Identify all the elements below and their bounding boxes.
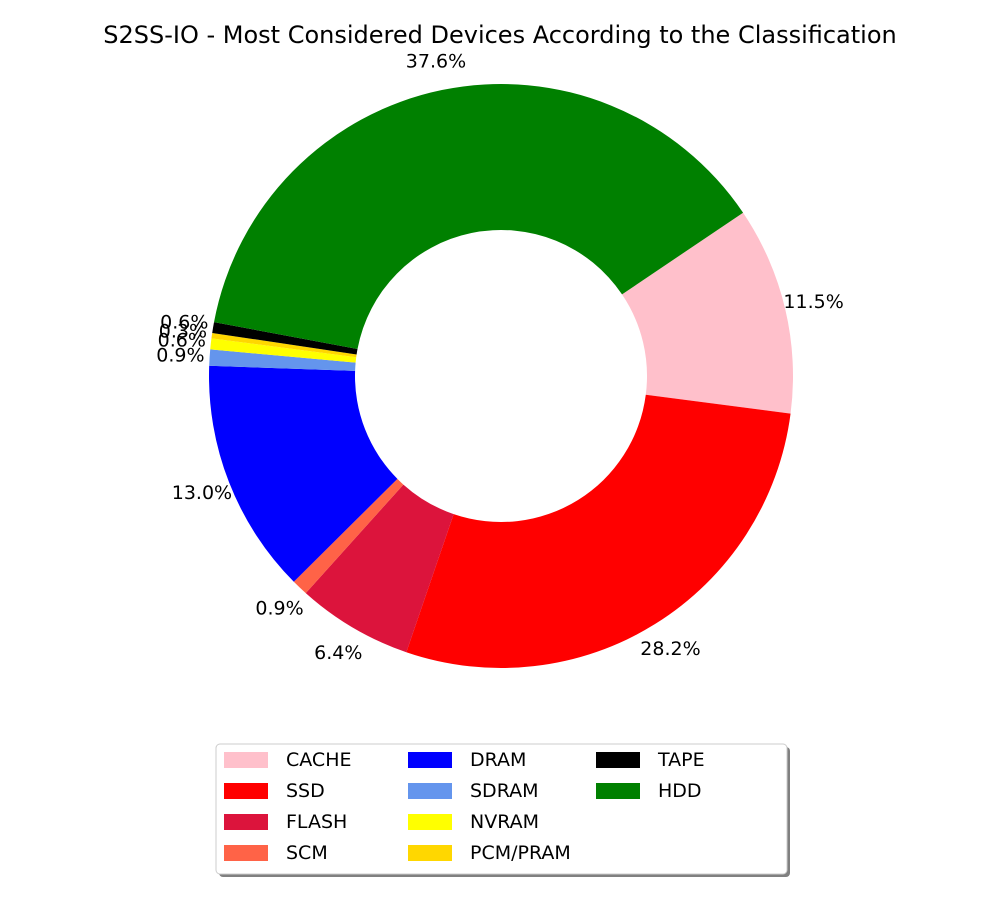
legend-swatch-pcm-pram bbox=[408, 845, 452, 861]
legend-swatch-scm bbox=[224, 845, 268, 861]
legend-swatch-dram bbox=[408, 752, 452, 768]
legend-label-scm: SCM bbox=[286, 842, 328, 864]
legend-label-dram: DRAM bbox=[470, 749, 526, 771]
legend-swatch-tape bbox=[596, 752, 640, 768]
legend-label-flash: FLASH bbox=[286, 811, 347, 833]
legend-swatch-hdd bbox=[596, 783, 640, 799]
slice-nvram bbox=[210, 338, 357, 363]
legend-swatch-nvram bbox=[408, 814, 452, 830]
percent-label-tape: 0.6% bbox=[160, 312, 208, 334]
legend-swatch-ssd bbox=[224, 783, 268, 799]
legend-box bbox=[215, 743, 788, 875]
percent-label-ssd: 28.2% bbox=[640, 638, 700, 660]
slice-tape bbox=[212, 322, 358, 355]
slice-cache bbox=[622, 212, 793, 414]
percent-label-flash: 6.4% bbox=[314, 642, 362, 664]
legend-swatch-sdram bbox=[408, 783, 452, 799]
legend: CACHE SSD FLASH SCM DRAM SDRAM NVRAM PCM/PRAM TA… bbox=[215, 743, 790, 877]
slice-dram bbox=[208, 365, 398, 582]
percent-label-dram: 13.0% bbox=[172, 482, 232, 504]
percent-labels: 11.5%28.2%6.4%0.9%13.0%0.9%0.6%0.3%0.6%3… bbox=[156, 50, 843, 663]
slice-ssd bbox=[406, 394, 791, 668]
slice-scm bbox=[293, 478, 404, 594]
slice-pcm-pram bbox=[211, 332, 357, 358]
chart-title: S2SS-IO - Most Considered Devices Accord… bbox=[103, 21, 897, 49]
legend-label-sdram: SDRAM bbox=[470, 780, 539, 802]
legend-label-hdd: HDD bbox=[658, 780, 702, 802]
percent-label-pcm-pram: 0.3% bbox=[159, 321, 207, 343]
legend-label-tape: TAPE bbox=[657, 749, 705, 771]
percent-label-sdram: 0.9% bbox=[156, 345, 204, 367]
legend-swatch-cache bbox=[224, 752, 268, 768]
donut-slices bbox=[208, 84, 793, 668]
percent-label-nvram: 0.6% bbox=[158, 330, 206, 352]
legend-label-cache: CACHE bbox=[286, 749, 352, 771]
percent-label-hdd: 37.6% bbox=[406, 50, 466, 72]
percent-label-cache: 11.5% bbox=[783, 291, 843, 313]
legend-swatch-flash bbox=[224, 814, 268, 830]
slice-hdd bbox=[214, 84, 744, 350]
legend-label-nvram: NVRAM bbox=[470, 811, 539, 833]
percent-label-scm: 0.9% bbox=[255, 598, 303, 620]
legend-label-ssd: SSD bbox=[286, 780, 325, 802]
legend-label-pcm-pram: PCM/PRAM bbox=[470, 842, 571, 864]
slice-sdram bbox=[209, 349, 356, 371]
slice-flash bbox=[305, 484, 454, 653]
